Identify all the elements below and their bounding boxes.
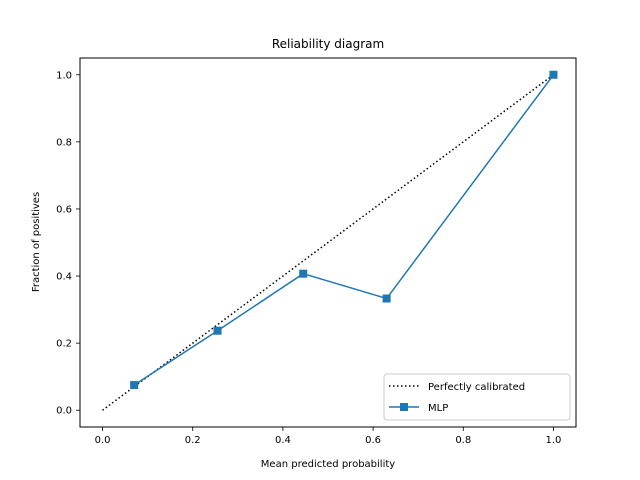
data-point-mlp [549, 70, 558, 79]
x-tick-label: 0.8 [455, 435, 471, 446]
x-tick-label: 0.6 [365, 435, 381, 446]
x-tick-label: 1.0 [546, 435, 562, 446]
legend-label-perfectly-calibrated: Perfectly calibrated [428, 382, 525, 393]
y-tick-label: 0.4 [56, 272, 72, 283]
x-tick-label: 0.0 [95, 435, 111, 446]
x-tick-label: 0.2 [185, 435, 201, 446]
legend: Perfectly calibrated MLP [383, 373, 571, 421]
data-point-mlp [213, 326, 222, 335]
series-line-perfectly-calibrated [102, 74, 554, 411]
data-point-mlp [382, 294, 391, 303]
data-point-mlp [299, 269, 308, 278]
legend-label-mlp: MLP [428, 403, 448, 414]
plot-frame [79, 57, 577, 428]
x-tick-label: 0.4 [275, 435, 291, 446]
y-tick-label: 0.0 [56, 406, 72, 417]
y-axis-label: Fraction of positives [31, 192, 42, 292]
chart-title: Reliability diagram [272, 37, 384, 51]
legend-marker-mlp [400, 403, 408, 411]
x-axis: 0.0 0.2 0.4 0.6 0.8 1.0 [95, 427, 562, 446]
legend-box [383, 373, 571, 421]
y-tick-label: 0.6 [56, 204, 72, 215]
y-tick-label: 0.2 [56, 339, 72, 350]
x-axis-label: Mean predicted probability [261, 459, 395, 470]
data-point-mlp [130, 381, 139, 390]
y-tick-label: 0.8 [56, 137, 72, 148]
plot-area [102, 70, 558, 411]
y-axis: 0.0 0.2 0.4 0.6 0.8 1.0 [56, 70, 80, 417]
y-tick-label: 1.0 [56, 70, 72, 81]
